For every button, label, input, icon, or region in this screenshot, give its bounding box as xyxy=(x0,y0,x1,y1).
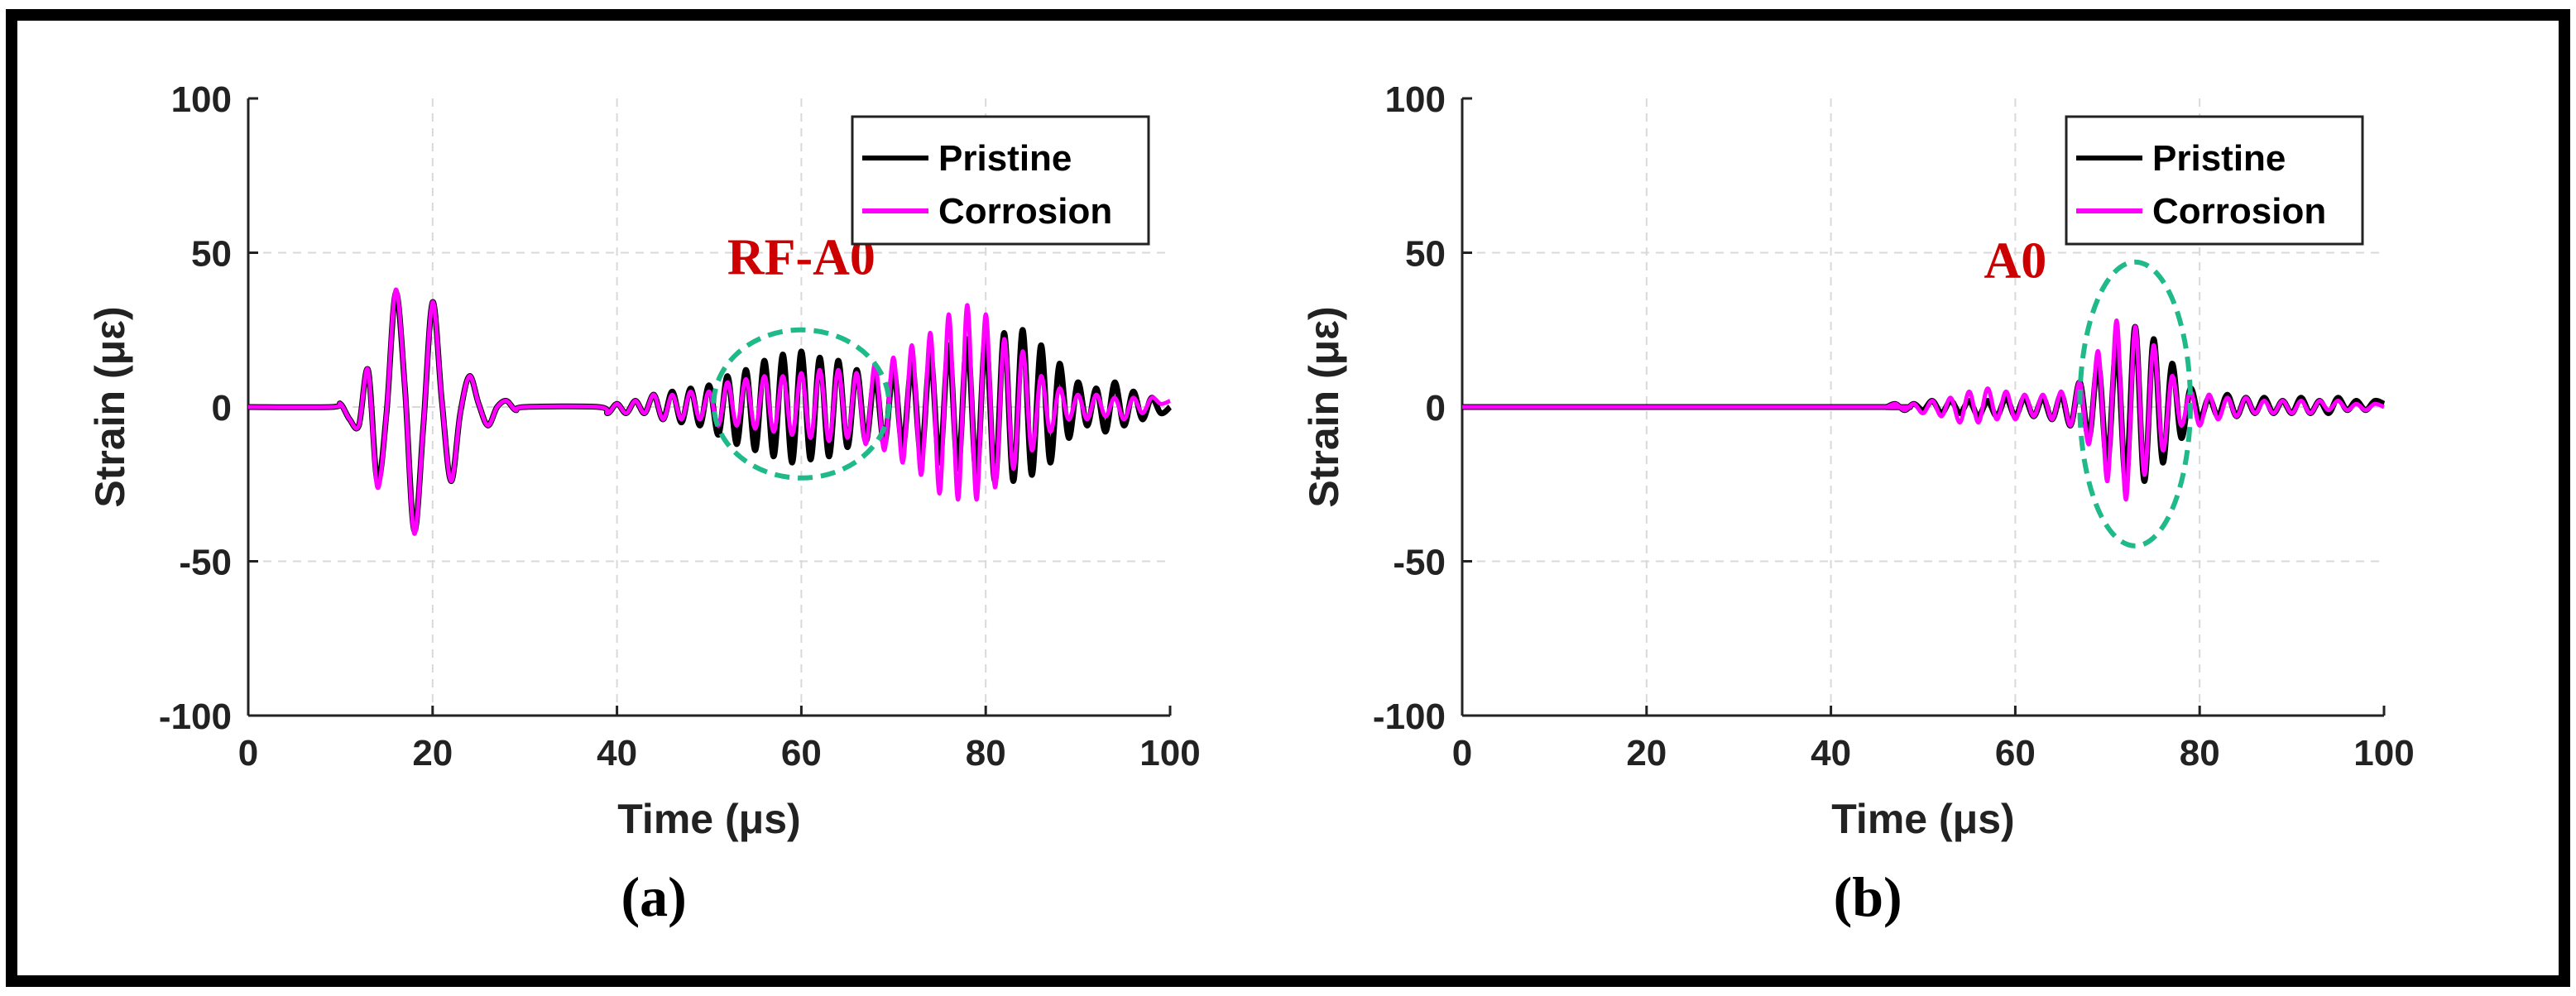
annotation-label: A0 xyxy=(1984,232,2047,289)
x-tick-label: 20 xyxy=(412,733,453,773)
y-tick-label: 100 xyxy=(171,79,232,120)
panel-a: 0 20 40 60 80 100 100 50 0 -50 -100 Time (μs) Strain… xyxy=(87,79,1201,928)
y-tick-label: 50 xyxy=(1405,234,1446,275)
series-line-corrosion xyxy=(1461,318,2385,502)
series-line-corrosion xyxy=(247,287,1171,536)
y-tick-label: -100 xyxy=(1373,697,1446,737)
y-tick-label: -50 xyxy=(179,543,232,583)
x-tick-label: 40 xyxy=(1811,733,1851,773)
panel-label: (b) xyxy=(1834,865,1902,928)
x-tick-label: 60 xyxy=(1995,733,2036,773)
x-tick-label: 40 xyxy=(597,733,637,773)
x-tick-label: 20 xyxy=(1626,733,1667,773)
legend-label-pristine: Pristine xyxy=(938,138,1072,179)
x-tick-label: 80 xyxy=(2180,733,2220,773)
y-tick-label: 50 xyxy=(191,234,232,275)
x-axis-label: Time (μs) xyxy=(617,796,800,842)
x-tick-label: 0 xyxy=(1452,733,1472,773)
panel-b: 0 20 40 60 80 100 100 50 0 -50 -100 Time (μs) Strain… xyxy=(1301,79,2415,928)
annotation-label: RF-A0 xyxy=(727,230,875,286)
x-axis-label: Time (μs) xyxy=(1831,796,2014,842)
highlight-ellipse xyxy=(2077,259,2194,548)
y-axis-label: Strain (με) xyxy=(1301,306,1347,507)
x-tick-label: 100 xyxy=(1139,733,1200,773)
y-tick-label: 0 xyxy=(212,388,232,429)
y-tick-label: 0 xyxy=(1426,388,1446,429)
legend-label-pristine: Pristine xyxy=(2152,138,2286,179)
x-tick-label: 60 xyxy=(781,733,822,773)
y-axis-label: Strain (με) xyxy=(87,306,133,507)
x-tick-label: 80 xyxy=(966,733,1006,773)
x-tick-label: 100 xyxy=(2353,733,2414,773)
y-tick-label: -50 xyxy=(1393,543,1446,583)
legend-label-corrosion: Corrosion xyxy=(2152,191,2326,232)
y-tick-label: -100 xyxy=(159,697,232,737)
legend-box xyxy=(851,115,1150,246)
panel-label: (a) xyxy=(621,865,687,928)
legend-box xyxy=(2065,115,2364,246)
highlight-ellipse xyxy=(711,327,892,481)
legend-label-corrosion: Corrosion xyxy=(938,191,1112,232)
x-tick-label: 0 xyxy=(238,733,258,773)
y-tick-label: 100 xyxy=(1385,79,1446,120)
